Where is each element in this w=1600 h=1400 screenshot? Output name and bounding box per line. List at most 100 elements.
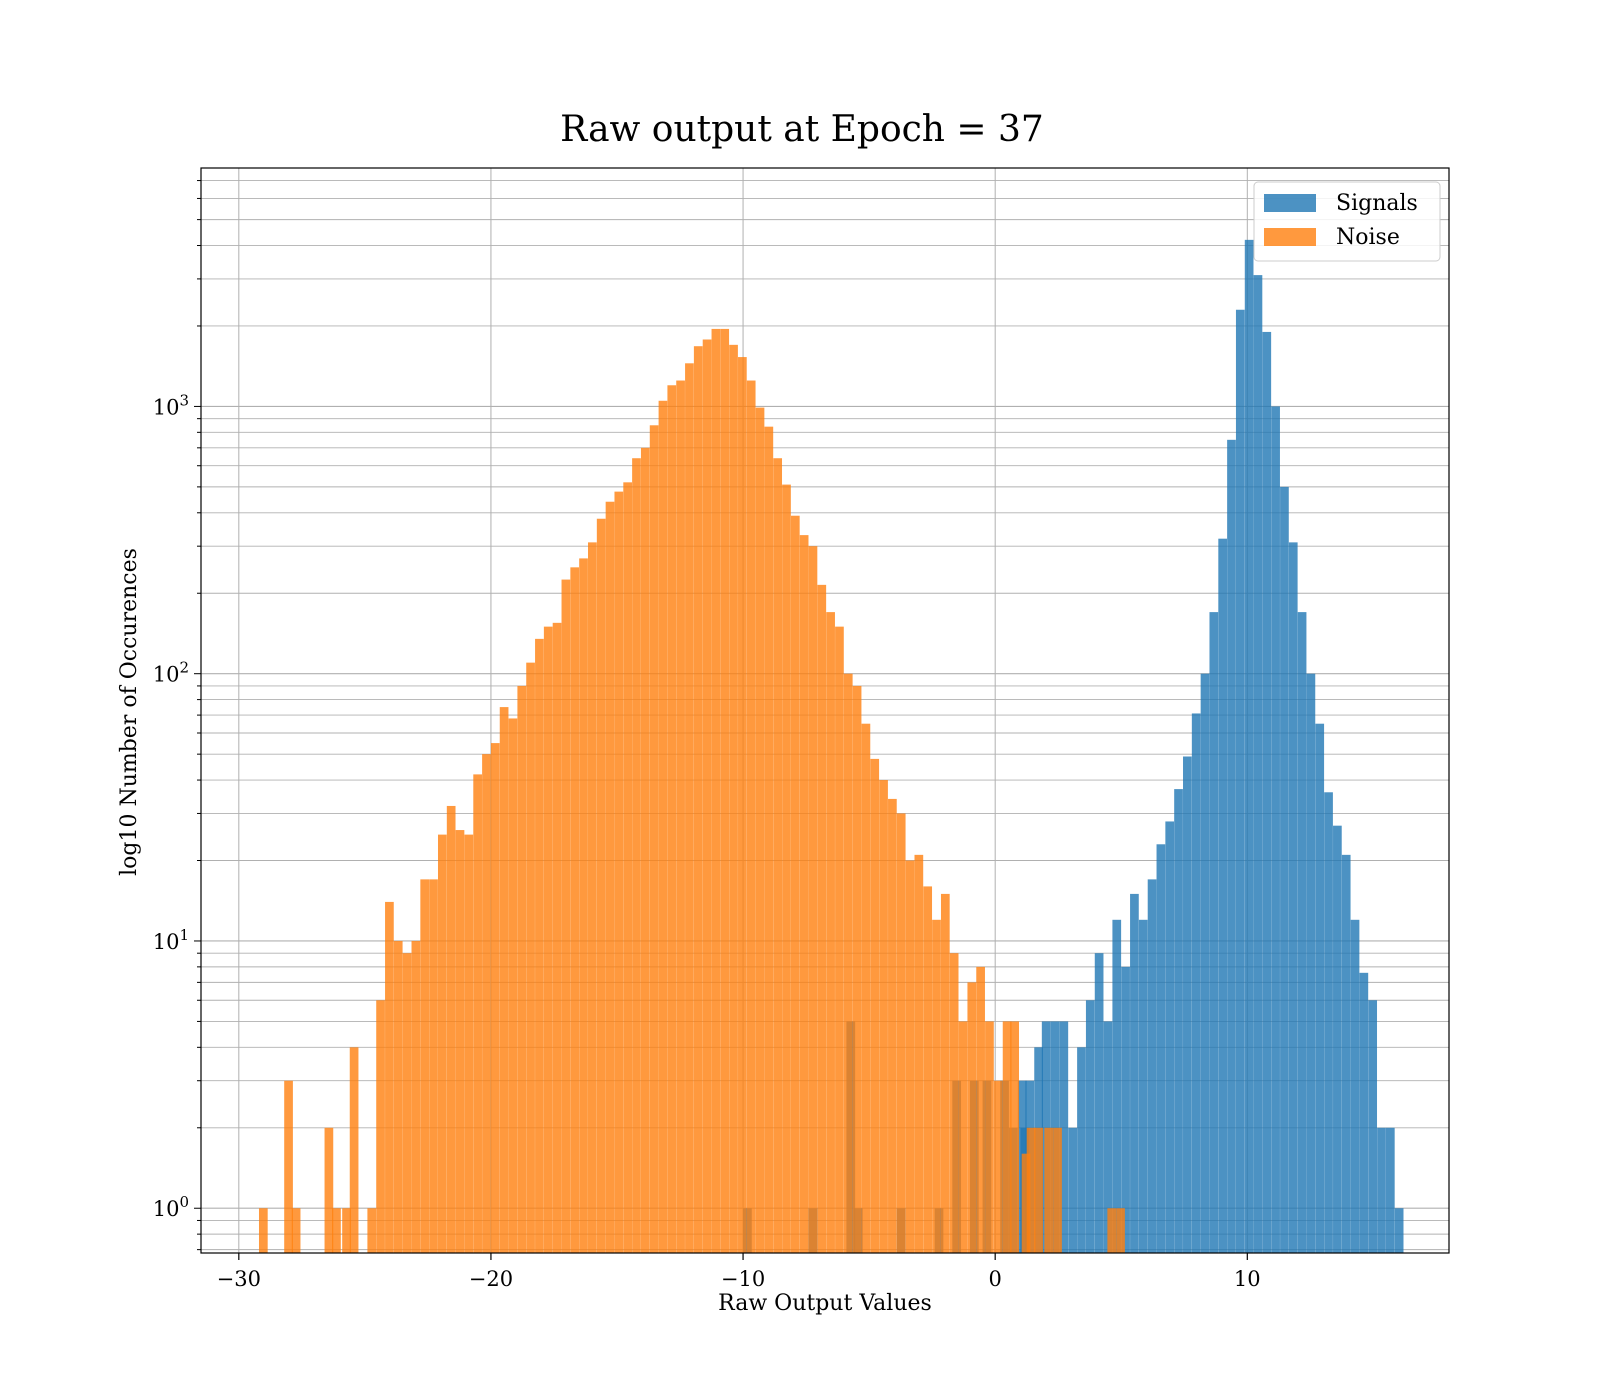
chart-title: Raw output at Epoch = 37: [560, 109, 1044, 150]
noise-bar: [790, 515, 800, 1253]
noise-bar: [543, 626, 553, 1253]
noise-bar: [579, 558, 588, 1253]
noise-bar: [711, 328, 721, 1254]
signals-bar: [1138, 919, 1148, 1253]
ticks-layer: −30 −20 −10 0 10 100 101 102 103: [153, 180, 1261, 1291]
signals-bar: [1077, 1047, 1086, 1253]
signals-bar: [1297, 612, 1307, 1253]
noise-bar: [870, 758, 880, 1253]
noise-bar: [720, 328, 730, 1254]
noise-bar: [755, 407, 765, 1254]
signals-bar: [1121, 966, 1130, 1253]
noise-bar: [896, 813, 906, 1253]
noise-bar: [649, 425, 659, 1253]
noise-bar: [561, 579, 571, 1253]
noise-bar: [605, 501, 615, 1253]
noise-bar: [879, 780, 888, 1253]
noise-bar: [367, 1208, 377, 1253]
signals-bar: [1394, 1208, 1404, 1253]
noise-bar: [764, 426, 774, 1253]
noise-bar: [852, 685, 862, 1253]
signals-bar: [1377, 1127, 1386, 1253]
noise-bar: [1053, 1127, 1062, 1253]
noise-bar: [1021, 1153, 1031, 1253]
noise-bar: [490, 743, 500, 1253]
signals-bar: [1156, 844, 1166, 1253]
signals-bar: [1130, 893, 1139, 1253]
signals-bar: [1235, 309, 1245, 1254]
noise-bar: [729, 344, 738, 1253]
noise-bar: [517, 685, 527, 1253]
legend: Signals Noise: [1253, 181, 1441, 262]
noise-bar: [437, 834, 447, 1253]
noise-bar: [640, 447, 650, 1254]
noise-bar: [843, 673, 853, 1253]
noise-bar: [1010, 1021, 1020, 1253]
noise-bar: [782, 484, 791, 1253]
noise-bar: [420, 879, 430, 1253]
legend-label-noise: Noise: [1336, 225, 1400, 250]
y-axis-label: log10 Number of Occurences: [117, 548, 142, 876]
noise-bar: [508, 718, 518, 1253]
signals-bar: [1218, 538, 1228, 1253]
legend-swatch-signals: [1264, 194, 1316, 212]
noise-bar: [949, 953, 959, 1253]
signals-bar: [1147, 879, 1157, 1253]
signals-bar: [1333, 825, 1342, 1253]
signals-bar: [1068, 1127, 1077, 1253]
noise-bar: [835, 626, 844, 1253]
noise-bar: [324, 1127, 334, 1253]
noise-bar: [658, 400, 668, 1253]
noise-bar: [993, 1080, 1003, 1253]
noise-bar: [923, 886, 933, 1253]
y-tick-label: 103: [153, 391, 189, 419]
noise-bar: [808, 546, 818, 1253]
bars-layer: [258, 239, 1404, 1254]
noise-bar: [685, 363, 694, 1254]
signals-bar: [1059, 1021, 1069, 1253]
noise-bar: [526, 662, 535, 1253]
y-tick-label: 102: [153, 659, 189, 687]
signals-bar: [1253, 275, 1263, 1253]
noise-bar: [773, 458, 783, 1253]
signals-bar: [1315, 723, 1325, 1253]
x-tick-label: −10: [721, 1267, 765, 1291]
signals-bar: [1183, 756, 1192, 1253]
noise-bar: [702, 339, 712, 1253]
noise-bar: [1107, 1208, 1117, 1253]
noise-bar: [482, 754, 491, 1253]
noise-bar: [284, 1080, 293, 1253]
noise-bar: [623, 482, 633, 1253]
signals-bar: [1350, 919, 1360, 1253]
signals-bar: [1094, 953, 1104, 1253]
noise-bar: [1002, 1021, 1012, 1253]
noise-bar: [464, 834, 474, 1253]
legend-swatch-noise: [1264, 228, 1316, 246]
x-tick-label: 10: [1234, 1267, 1261, 1291]
series-noise: [258, 328, 1125, 1254]
noise-bar: [693, 346, 703, 1253]
noise-bar: [614, 491, 624, 1253]
signals-bar: [1191, 713, 1201, 1253]
signals-bar: [1209, 612, 1219, 1253]
noise-bar: [535, 638, 544, 1253]
noise-bar: [1026, 1127, 1036, 1253]
signals-bar: [1262, 331, 1272, 1253]
signals-bar: [1227, 439, 1236, 1253]
noise-bar: [738, 357, 747, 1254]
signals-bar: [1368, 1000, 1378, 1253]
x-tick-label: −20: [469, 1267, 513, 1291]
noise-bar: [385, 901, 394, 1253]
noise-bar: [291, 1208, 301, 1253]
noise-bar: [429, 879, 438, 1253]
signals-bar: [1244, 239, 1254, 1253]
signals-bar: [1359, 972, 1369, 1253]
signals-bar: [1103, 1021, 1113, 1253]
noise-bar: [258, 1208, 268, 1253]
noise-bar: [914, 854, 924, 1253]
signals-bar: [1324, 792, 1333, 1253]
noise-bar: [332, 1208, 341, 1253]
noise-bar: [826, 612, 835, 1253]
noise-bar: [958, 1021, 968, 1253]
